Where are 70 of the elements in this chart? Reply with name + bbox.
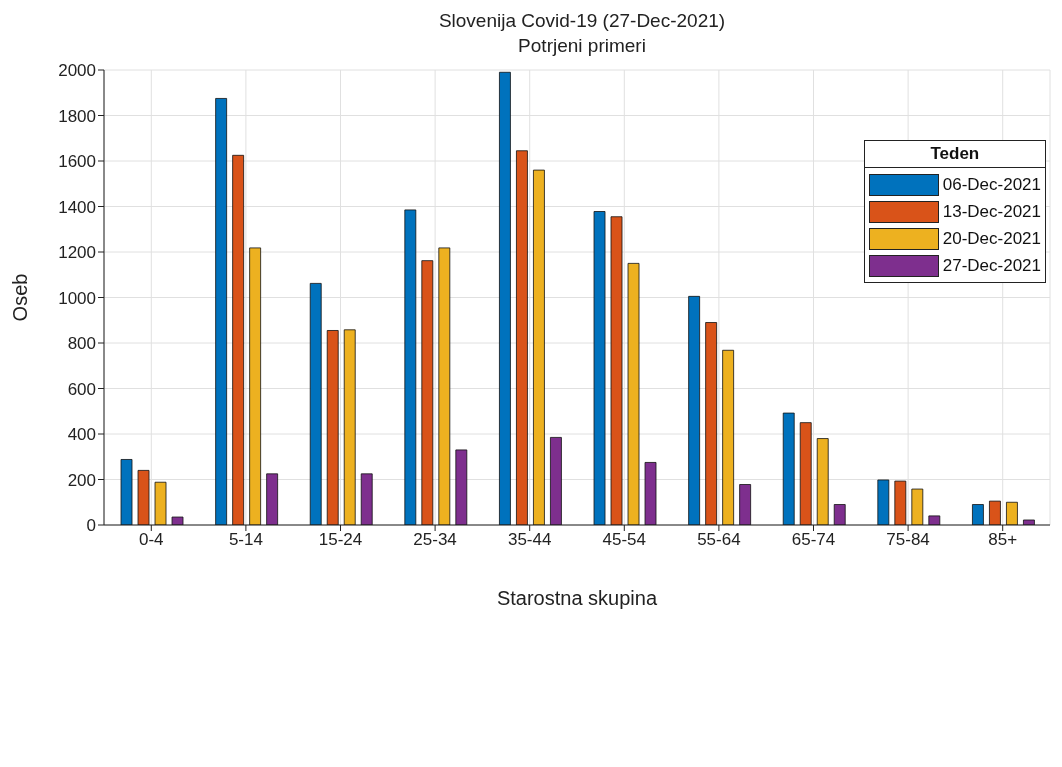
bar <box>438 247 451 525</box>
bar <box>928 515 941 525</box>
bar <box>309 283 322 525</box>
y-tick-label: 2000 <box>58 61 96 81</box>
x-tick-label: 5-14 <box>228 530 263 550</box>
legend-label: 20-Dec-2021 <box>942 228 1041 249</box>
bar <box>894 480 907 525</box>
chart-title: Slovenija Covid-19 (27-Dec-2021) <box>437 9 727 33</box>
bar <box>627 262 640 525</box>
y-axis-title: Oseb <box>9 273 32 322</box>
legend-title: Teden <box>864 141 1045 168</box>
legend-label: 06-Dec-2021 <box>942 174 1041 195</box>
bar <box>644 462 657 525</box>
x-axis-title: Starostna skupina <box>496 587 658 609</box>
legend-label: 27-Dec-2021 <box>942 255 1041 276</box>
bar <box>688 295 701 525</box>
bar <box>455 449 468 525</box>
bar <box>137 470 150 525</box>
bar <box>326 330 339 525</box>
bar <box>533 169 545 525</box>
bar <box>404 209 417 525</box>
y-tick-label: 1200 <box>58 243 96 263</box>
y-tick-label: 200 <box>67 470 96 490</box>
x-tick-label: 15-24 <box>318 530 363 550</box>
bar <box>516 150 528 525</box>
bar <box>249 247 262 525</box>
bar <box>722 349 735 525</box>
bar <box>421 260 434 525</box>
bar <box>610 216 623 525</box>
x-tick-label: 55-64 <box>697 530 741 550</box>
bar <box>499 71 511 525</box>
bar <box>782 412 795 525</box>
bar <box>911 488 924 525</box>
bar <box>593 211 606 525</box>
bar <box>343 329 356 525</box>
y-tick-label: 600 <box>67 379 96 399</box>
y-tick-label: 800 <box>67 334 96 354</box>
y-tick-label: 400 <box>67 425 96 445</box>
y-tick-label: 1800 <box>58 106 96 126</box>
bar <box>1006 501 1018 525</box>
bar <box>171 516 184 525</box>
bar <box>360 473 373 525</box>
bar <box>989 500 1001 525</box>
y-tick-label: 1000 <box>58 288 96 308</box>
bar <box>972 504 984 525</box>
x-tick-label: 45-54 <box>602 530 647 550</box>
bar <box>833 504 846 525</box>
bar <box>1023 519 1035 525</box>
bar <box>799 422 812 525</box>
chart-subtitle: Potrjeni primeri <box>517 34 647 58</box>
bar <box>739 484 752 525</box>
bar <box>705 322 718 525</box>
bar <box>550 437 562 525</box>
x-tick-label: 65-74 <box>791 530 836 550</box>
bar <box>154 481 167 525</box>
y-tick-label: 0 <box>86 516 96 536</box>
bar <box>877 479 890 525</box>
x-tick-label: 35-44 <box>507 530 552 550</box>
y-tick-label: 1400 <box>58 197 96 217</box>
x-tick-label: 25-34 <box>413 530 457 550</box>
y-tick-label: 1600 <box>58 152 96 172</box>
x-tick-label: 0-4 <box>139 530 164 550</box>
bar <box>816 438 829 525</box>
bar <box>215 98 228 525</box>
bar <box>232 154 245 525</box>
legend-label: 13-Dec-2021 <box>942 201 1041 222</box>
bar <box>266 473 279 525</box>
bar <box>120 459 133 525</box>
x-tick-label: 85+ <box>988 530 1018 550</box>
x-tick-label: 75-84 <box>886 530 930 550</box>
